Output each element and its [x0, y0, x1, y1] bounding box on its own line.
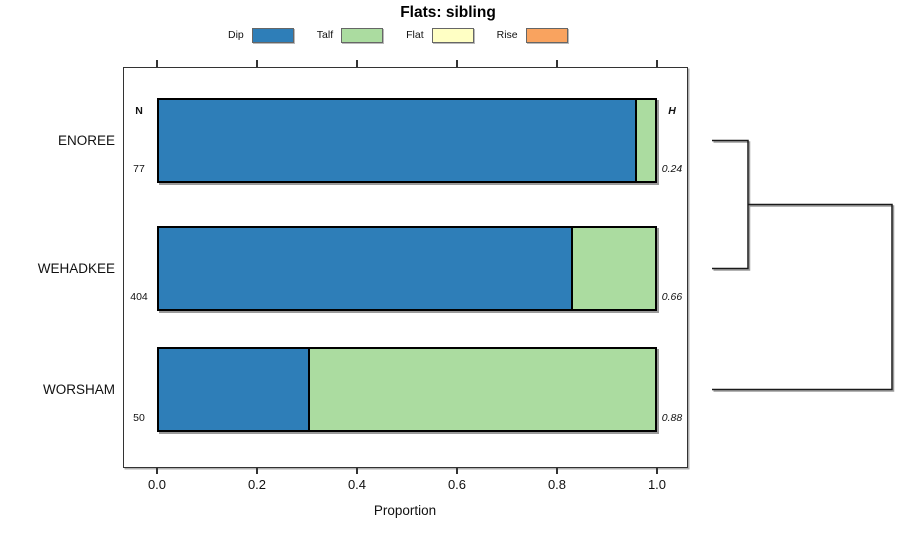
x-tick-label: 0.0	[147, 477, 167, 492]
x-tick-top	[256, 60, 258, 67]
legend: Dip Talf Flat Rise	[228, 26, 568, 44]
bar-segment-talf	[570, 228, 655, 309]
x-tick-top	[556, 60, 558, 67]
stacked-bar	[157, 226, 657, 311]
x-tick-bottom	[656, 467, 658, 474]
n-value: 77	[133, 163, 145, 175]
legend-label: Dip	[228, 29, 244, 41]
dendrogram-link-shadow	[713, 205, 895, 392]
dendrogram-link-shadow	[713, 141, 751, 271]
chart-title: Flats: sibling	[400, 4, 496, 21]
legend-label: Flat	[406, 29, 424, 41]
x-tick-bottom	[556, 467, 558, 474]
legend-item: Dip	[228, 27, 294, 43]
bar-segment-talf	[635, 100, 655, 181]
h-value: 0.88	[661, 412, 683, 424]
h-value: 0.24	[661, 163, 683, 175]
x-tick-label: 0.4	[347, 477, 367, 492]
x-tick-bottom	[256, 467, 258, 474]
legend-swatch-talf	[341, 27, 384, 43]
legend-item: Rise	[496, 27, 568, 43]
legend-label: Talf	[316, 29, 334, 41]
stacked-bar	[157, 347, 657, 432]
x-tick-top	[356, 60, 358, 67]
x-tick-bottom	[356, 467, 358, 474]
h-value: 0.66	[661, 291, 683, 303]
legend-item: Talf	[316, 27, 384, 43]
row-label: ENOREE	[57, 132, 115, 148]
bar-segment-talf	[307, 349, 655, 430]
legend-swatch-rise	[525, 27, 568, 43]
x-tick-top	[456, 60, 458, 67]
x-tick-label: 0.8	[547, 477, 567, 492]
x-tick-top	[156, 60, 158, 67]
n-value: 50	[133, 412, 145, 424]
legend-item: Flat	[406, 27, 474, 43]
plot-area	[123, 67, 688, 468]
n-value: 404	[130, 291, 148, 303]
legend-swatch-dip	[251, 27, 294, 43]
row-label: WORSHAM	[43, 381, 115, 397]
legend-swatch-flat	[431, 27, 474, 43]
x-tick-bottom	[456, 467, 458, 474]
bar-segment-dip	[159, 228, 571, 309]
bar-segment-dip	[159, 100, 636, 181]
row-label: WEHADKEE	[37, 260, 115, 276]
dendrogram-link	[712, 139, 749, 270]
stacked-bar	[157, 98, 657, 183]
legend-label: Rise	[496, 29, 518, 41]
x-tick-top	[656, 60, 658, 67]
x-tick-label: 0.6	[447, 477, 467, 492]
x-tick-bottom	[156, 467, 158, 474]
n-header: N	[135, 105, 143, 117]
x-tick-label: 0.2	[247, 477, 267, 492]
x-tick-label: 1.0	[647, 477, 667, 492]
h-header: H	[668, 105, 676, 117]
dendrogram-link	[712, 203, 893, 391]
bar-segment-dip	[159, 349, 308, 430]
x-axis-title: Proportion	[373, 503, 437, 518]
